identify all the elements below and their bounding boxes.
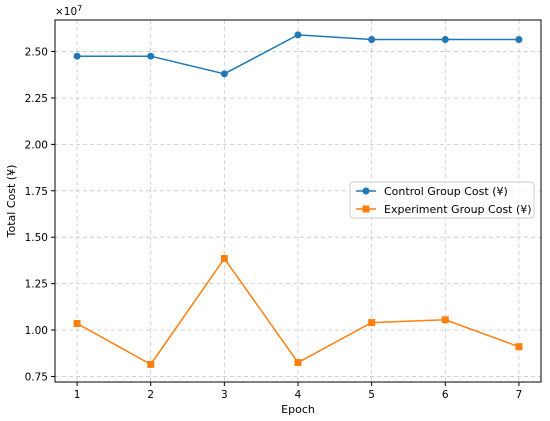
data-point xyxy=(441,35,449,43)
y-tick-label: 1.00 xyxy=(25,325,48,337)
y-axis-label: Total Cost (¥) xyxy=(5,165,18,239)
y-tick-label: 1.50 xyxy=(25,232,48,244)
ticks: 1 2 3 4 5 6 7 0.75 1.00 1.25 1.50 1.75 2.00 2.25 2.50 xyxy=(25,47,523,401)
x-tick-label: 1 xyxy=(74,389,81,401)
x-tick-label: 5 xyxy=(368,389,375,401)
data-point xyxy=(220,70,228,78)
legend-label-control: Control Group Cost (¥) xyxy=(384,185,508,198)
data-point xyxy=(368,35,376,43)
y-tick-label: 0.75 xyxy=(25,371,48,383)
data-point xyxy=(294,359,302,367)
y-offset-text: ×107 xyxy=(55,4,82,18)
x-axis-label: Epoch xyxy=(281,403,315,416)
y-tick-label: 1.25 xyxy=(25,279,48,291)
legend-label-experiment: Experiment Group Cost (¥) xyxy=(384,203,532,216)
data-point xyxy=(73,320,81,328)
x-tick-label: 6 xyxy=(442,389,449,401)
legend-marker-control xyxy=(362,187,370,195)
data-point xyxy=(515,35,523,43)
data-point xyxy=(294,31,302,39)
x-tick-label: 7 xyxy=(516,389,523,401)
legend-marker-experiment xyxy=(362,205,370,213)
data-point xyxy=(220,255,228,263)
data-point xyxy=(73,52,81,60)
y-tick-label: 1.75 xyxy=(25,186,48,198)
data-point xyxy=(368,319,376,327)
legend: Control Group Cost (¥) Experiment Group … xyxy=(349,181,535,219)
y-tick-label: 2.50 xyxy=(25,47,48,59)
data-point xyxy=(147,52,155,60)
x-tick-label: 2 xyxy=(147,389,154,401)
y-tick-label: 2.00 xyxy=(25,139,48,151)
y-tick-label: 2.25 xyxy=(25,93,48,105)
data-point xyxy=(147,360,155,368)
x-tick-label: 3 xyxy=(221,389,228,401)
series-layer xyxy=(73,31,523,368)
data-point xyxy=(515,343,523,351)
legend-box xyxy=(349,181,535,219)
data-point xyxy=(441,316,449,324)
x-tick-label: 4 xyxy=(295,389,302,401)
